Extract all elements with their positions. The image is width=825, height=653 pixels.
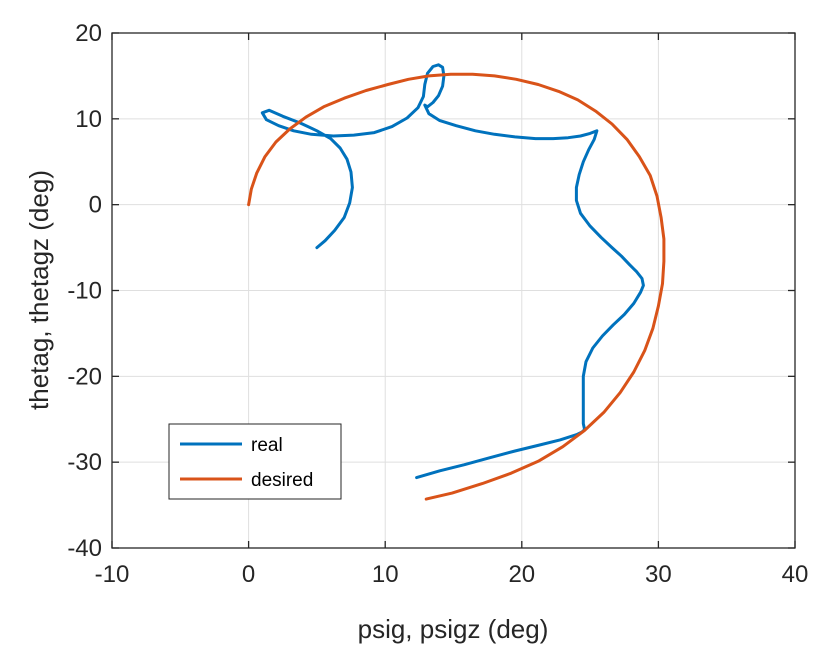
x-tick-label: 20	[508, 561, 535, 588]
y-tick-label: -30	[67, 449, 102, 476]
series-line-desired	[247, 72, 666, 501]
legend-label-real: real	[251, 435, 283, 456]
y-tick-label: -10	[67, 278, 102, 305]
axis-labels: psig, psigz (deg) thetag, thetagz (deg)	[24, 170, 548, 644]
x-tick-label: 10	[372, 561, 399, 588]
legend: real desired	[168, 423, 342, 500]
y-tick-label: -40	[67, 535, 102, 562]
tick-layer: -10 0 10 20 30 40 -40 -30 -20 -10 0 10 20	[67, 20, 808, 588]
series-layer	[247, 63, 666, 501]
x-axis-label: psig, psigz (deg)	[358, 614, 549, 644]
legend-box	[168, 423, 342, 500]
y-tick-label: 10	[75, 106, 102, 133]
series-line-real	[260, 63, 645, 480]
y-tick-label: 20	[75, 20, 102, 47]
y-tick-label: 0	[89, 192, 102, 219]
legend-label-desired: desired	[251, 470, 313, 491]
x-tick-label: 0	[242, 561, 255, 588]
x-tick-label: -10	[95, 561, 130, 588]
x-tick-label: 40	[782, 561, 809, 588]
y-axis-label: thetag, thetagz (deg)	[24, 170, 54, 410]
x-tick-label: 30	[645, 561, 672, 588]
y-tick-label: -20	[67, 363, 102, 390]
